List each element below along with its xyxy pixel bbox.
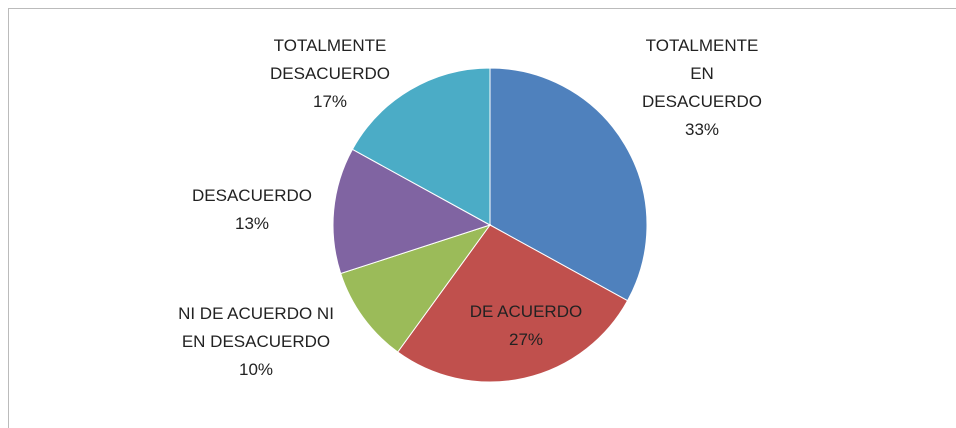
slice-label: NI DE ACUERDO NI EN DESACUERDO 10% [176, 300, 336, 384]
pie-slice [489, 67, 648, 302]
slice-value-label: 33% [684, 120, 720, 139]
pie-slice [397, 224, 629, 383]
pie-slice [340, 224, 492, 353]
pie-slice [332, 148, 492, 275]
slice-label: TOTALMENTE DESACUERDO 17% [255, 32, 405, 116]
slice-label: TOTALMENTE EN DESACUERDO 33% [637, 32, 767, 144]
slice-label: DESACUERDO 13% [177, 182, 327, 238]
chart-frame [8, 8, 956, 428]
slice-category-label: TOTALMENTE DESACUERDO [270, 36, 390, 83]
slice-category-label: NI DE ACUERDO NI EN DESACUERDO [178, 304, 334, 351]
slice-category-label: DESACUERDO [192, 186, 312, 205]
slice-value-label: 27% [508, 330, 544, 349]
slice-value-label: 17% [312, 92, 348, 111]
slice-label: DE ACUERDO 27% [451, 298, 601, 354]
pie-slice [351, 67, 491, 226]
slice-value-label: 13% [234, 214, 270, 233]
slice-category-label: TOTALMENTE EN DESACUERDO [642, 36, 762, 111]
slice-category-label: DE ACUERDO [469, 302, 583, 321]
slice-value-label: 10% [238, 360, 274, 379]
